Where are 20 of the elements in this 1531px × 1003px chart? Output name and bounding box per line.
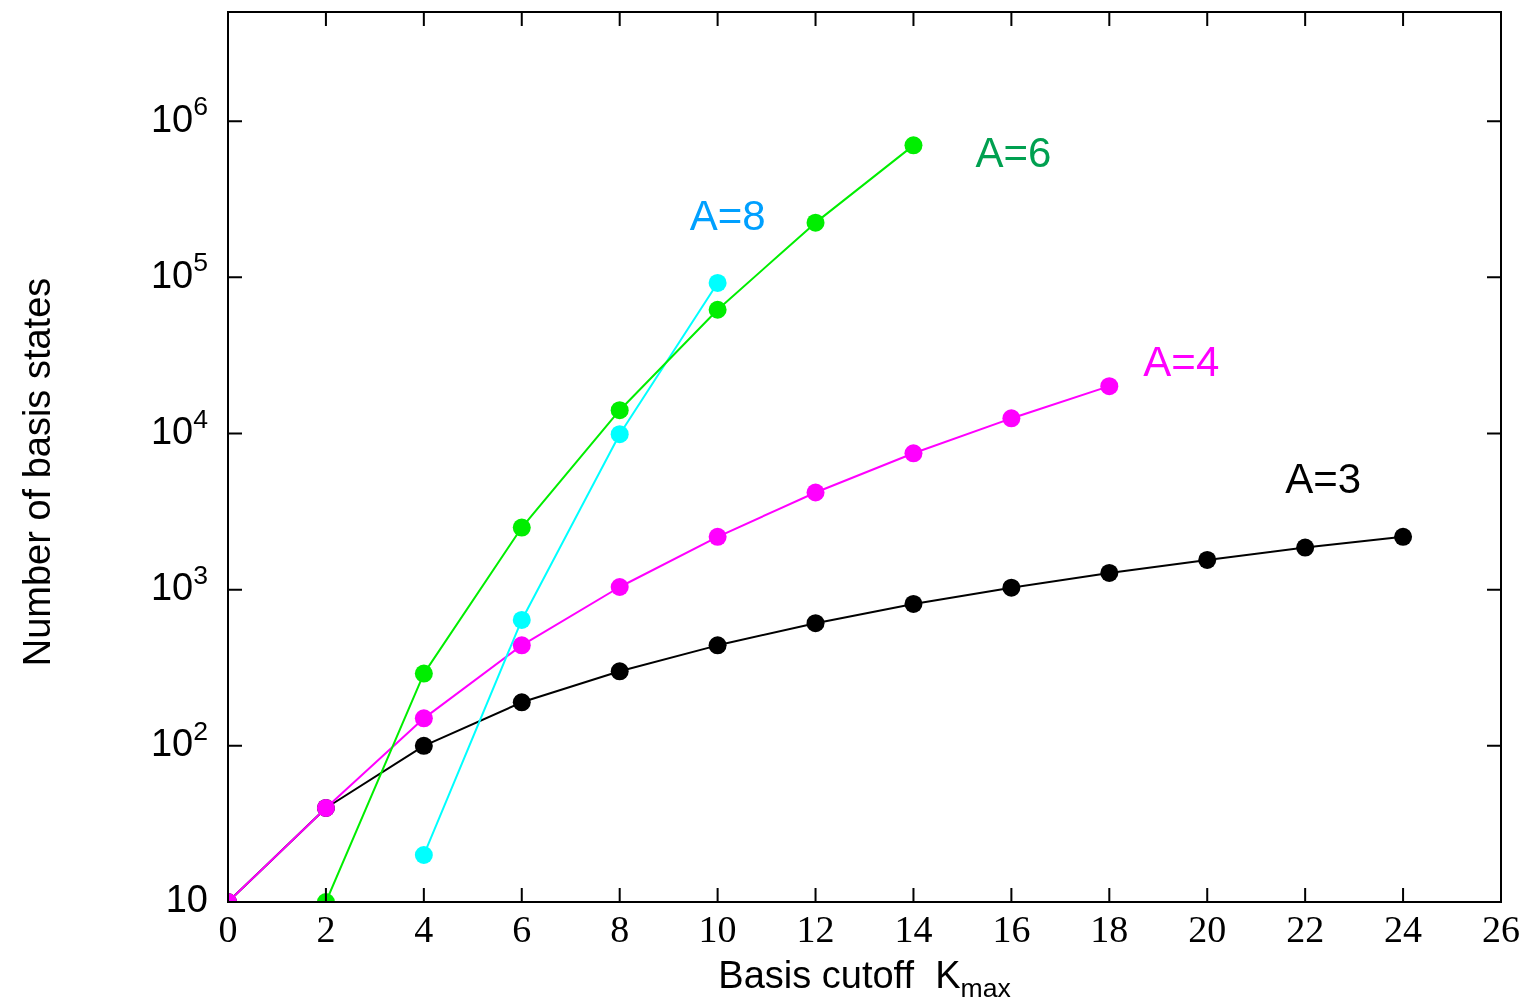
x-tick-label: 6 [512,907,532,950]
x-tick-label: 4 [414,907,434,950]
x-tick-label: 0 [218,907,238,950]
series-label: A=8 [689,191,766,239]
series-label: A=6 [975,128,1052,176]
x-tick-label: 22 [1286,907,1325,950]
x-tick-label: 2 [316,907,336,950]
x-tick-label: 16 [992,907,1031,950]
x-tick-label: 14 [894,907,933,950]
series-label: A=4 [1143,337,1220,385]
series-label: A=3 [1285,455,1362,503]
x-tick-label: 18 [1090,907,1129,950]
y-axis-title: Number of basis states [16,277,59,667]
x-tick-label: 12 [796,907,835,950]
y-tick-label: 10 [165,878,209,921]
x-tick-label: 8 [610,907,630,950]
x-tick-label: 26 [1482,907,1520,950]
x-tick-label: 24 [1384,907,1423,950]
x-tick-label: 20 [1188,907,1227,950]
x-tick-label: 10 [698,907,737,950]
